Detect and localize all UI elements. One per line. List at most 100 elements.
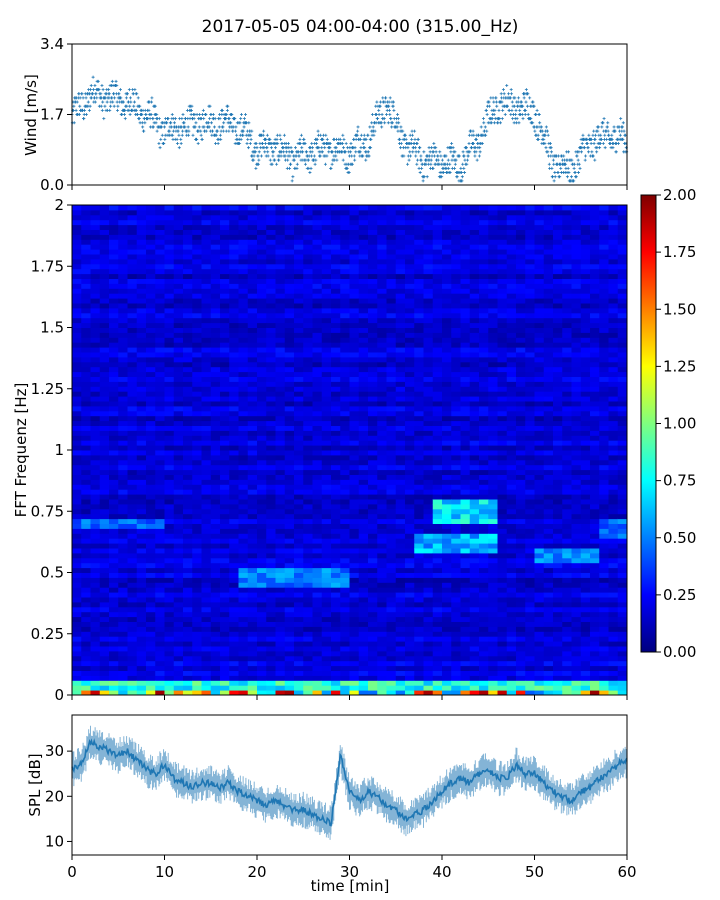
spectrogram-cell bbox=[109, 415, 119, 422]
spectrogram-cell bbox=[312, 425, 323, 431]
spectrogram-cell bbox=[164, 445, 175, 451]
spectrogram-cell bbox=[72, 396, 82, 402]
spectrogram-cell bbox=[210, 337, 221, 343]
spectrogram-cell bbox=[99, 459, 110, 466]
spectrogram-cell bbox=[358, 352, 369, 358]
spectrogram-cell bbox=[127, 239, 138, 245]
spectrogram-cell bbox=[109, 224, 119, 230]
spectrogram-cell bbox=[109, 342, 119, 348]
spectrogram-cell bbox=[386, 352, 397, 358]
spectrogram-cell bbox=[238, 234, 249, 240]
spectrogram-cell bbox=[173, 626, 184, 632]
spectrogram-cell bbox=[173, 288, 184, 294]
wind-point bbox=[321, 137, 325, 141]
spectrogram-cell bbox=[284, 587, 295, 593]
spectrogram-cell bbox=[312, 464, 323, 471]
spectrogram-cell bbox=[109, 263, 119, 270]
spectrogram-cell bbox=[312, 621, 323, 627]
spectrogram-cell bbox=[109, 391, 119, 397]
wind-point bbox=[618, 133, 622, 137]
spectrogram-cell bbox=[303, 523, 313, 529]
spectrogram-cell bbox=[81, 459, 91, 466]
spectrogram-cell bbox=[321, 278, 332, 284]
spectrogram-cell bbox=[377, 450, 387, 456]
spectrogram-cell bbox=[192, 508, 202, 515]
wind-point bbox=[94, 92, 98, 96]
wind-point bbox=[290, 179, 294, 183]
spectrogram-cell bbox=[284, 626, 295, 632]
spectrogram-cell bbox=[173, 391, 184, 397]
spectrogram-cell bbox=[155, 405, 165, 412]
spectrogram-cell bbox=[377, 577, 387, 583]
spectrogram-cell bbox=[312, 577, 323, 583]
spectrogram-cell bbox=[257, 464, 267, 471]
spectrogram-cell bbox=[173, 680, 184, 686]
wind-point bbox=[418, 146, 422, 150]
spectrogram-cell bbox=[331, 528, 341, 534]
spectrogram-cell bbox=[275, 582, 286, 588]
spectrogram-cell bbox=[247, 405, 258, 412]
spectrogram-cell bbox=[109, 214, 119, 221]
spectrogram-cell bbox=[201, 567, 212, 573]
spectrogram-cell bbox=[349, 650, 360, 657]
spectrogram-cell bbox=[183, 548, 193, 554]
spectrogram-cell bbox=[358, 327, 369, 333]
spectrogram-cell bbox=[266, 298, 276, 304]
wind-point bbox=[291, 150, 295, 154]
spectrogram-cell bbox=[358, 307, 369, 314]
spectrogram-cell bbox=[321, 464, 332, 471]
spectrogram-cell bbox=[81, 283, 91, 289]
wind-point bbox=[114, 79, 118, 83]
wind-point bbox=[460, 179, 464, 183]
spectrogram-cell bbox=[192, 234, 202, 240]
spectrogram-cell bbox=[183, 543, 193, 549]
spectrogram-cell bbox=[303, 655, 313, 662]
spectrogram-cell bbox=[136, 513, 147, 520]
spectrogram-cell bbox=[201, 381, 212, 387]
wind-point bbox=[345, 166, 349, 170]
spectrogram-cell bbox=[99, 307, 110, 314]
spectrogram-cell bbox=[368, 606, 378, 613]
spectrogram-cell bbox=[266, 690, 276, 696]
spectrogram-cell bbox=[81, 518, 91, 524]
spectrogram-cell bbox=[90, 347, 101, 353]
spectrogram-cell bbox=[99, 401, 110, 407]
spectrogram-cell bbox=[118, 601, 128, 608]
spectrogram-cell bbox=[90, 425, 101, 431]
spectrogram-cell bbox=[127, 376, 138, 382]
spectrogram-cell bbox=[229, 665, 239, 671]
spectrogram-cell bbox=[266, 430, 276, 436]
wind-point bbox=[78, 104, 82, 108]
spectrogram-cell bbox=[201, 332, 212, 338]
spectrogram-cell bbox=[294, 641, 304, 647]
spectrogram-cell bbox=[109, 307, 119, 314]
spectrogram-cell bbox=[146, 366, 156, 373]
wind-point bbox=[427, 146, 431, 150]
spectrogram-cell bbox=[192, 660, 202, 667]
spectrogram-cell bbox=[81, 307, 91, 314]
spectrogram-cell bbox=[257, 606, 267, 613]
spectrogram-cell bbox=[99, 209, 110, 216]
spectrogram-cell bbox=[247, 229, 258, 235]
spectrogram-cell bbox=[118, 430, 128, 436]
spectrogram-cell bbox=[220, 288, 230, 294]
spectrogram-cell bbox=[331, 665, 341, 671]
spectrogram-cell bbox=[210, 244, 221, 250]
spectrogram-cell bbox=[368, 572, 378, 578]
spectrogram-cell bbox=[229, 371, 239, 377]
wind-point bbox=[179, 142, 183, 146]
wind-point bbox=[118, 88, 122, 92]
spectrogram-cell bbox=[210, 254, 221, 260]
spectrogram-cell bbox=[99, 670, 110, 676]
spectrogram-cell bbox=[303, 229, 313, 235]
spectrogram-cell bbox=[109, 268, 119, 275]
spectrogram-cell bbox=[210, 655, 221, 662]
spectrogram-cell bbox=[146, 621, 156, 627]
wind-point bbox=[241, 129, 245, 133]
spectrogram-cell bbox=[312, 293, 323, 299]
spectrogram-cell bbox=[275, 322, 286, 328]
wind-point bbox=[485, 129, 489, 133]
spectrogram-cell bbox=[118, 499, 128, 505]
wind-point bbox=[589, 137, 593, 141]
spectrogram-cell bbox=[192, 214, 202, 221]
